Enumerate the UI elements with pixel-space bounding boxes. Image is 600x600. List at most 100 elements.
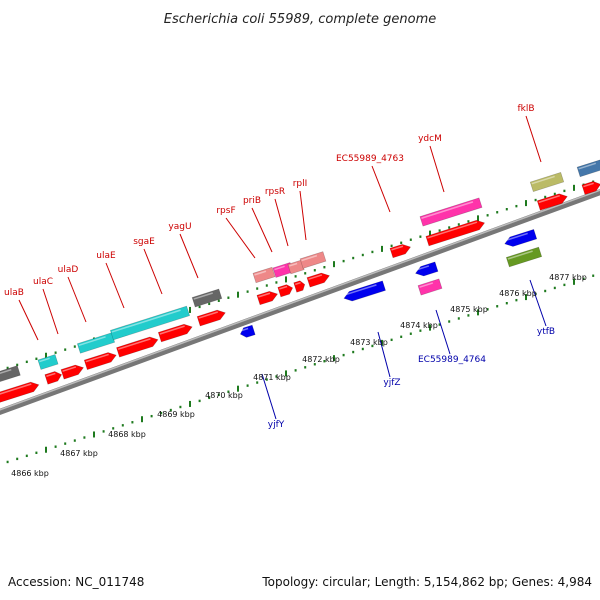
leader-line: [377, 331, 391, 378]
gene-shape: [536, 193, 568, 211]
gene-label-priB: priB: [243, 196, 273, 253]
gene-red-13: [425, 219, 486, 247]
gene-shine: [531, 175, 555, 185]
gene-shape: [109, 305, 191, 341]
leader-line: [105, 262, 125, 309]
leader-line: [179, 233, 199, 279]
leader-line: [261, 373, 277, 420]
gene-red-11: [306, 272, 330, 288]
gene-shape: [157, 323, 193, 343]
leader-line: [371, 165, 391, 213]
scale-ticks: [6, 180, 595, 464]
gene-yjfZ-blue: [343, 280, 386, 302]
gene-shape: [505, 246, 543, 268]
kbp-labels: 4866 kbp 4867 kbp 4868 kbp 4869 kbp 4870 kbp…: [11, 273, 587, 478]
gene-label-ulaB: ulaB: [4, 288, 39, 341]
genome-backbone: [0, 188, 600, 416]
gene-label-yjfY: yjfY: [261, 373, 285, 430]
gene-label-yjfZ: yjfZ: [377, 331, 401, 388]
gene-shape: [44, 371, 63, 385]
leader-line: [67, 276, 87, 323]
kbp-label: 4869 kbp: [157, 410, 195, 419]
gene-label-text: yjfY: [268, 420, 285, 430]
gene-label-text: ytfB: [537, 327, 555, 337]
gene-shine: [0, 368, 12, 384]
gene-label-rpsF: rpsF: [216, 206, 256, 259]
gene-label-text: priB: [243, 196, 261, 206]
gene-label-text: ulaB: [4, 288, 24, 298]
leader-line: [18, 299, 39, 341]
leader-line: [274, 198, 289, 247]
gene-features: [0, 158, 600, 405]
leader-line: [435, 309, 451, 355]
gene-label-ytfB: ytfB: [529, 279, 555, 337]
kbp-label: 4871 kbp: [253, 373, 291, 382]
gene-shape: [299, 251, 327, 269]
gene-red-6: [157, 323, 193, 343]
gene-label-text: ydcM: [418, 134, 442, 144]
gene-red-2: [44, 371, 63, 385]
gene-shape: [425, 219, 486, 247]
gene-shape: [252, 266, 276, 284]
gene-shape: [0, 381, 40, 405]
gene-shape: [415, 261, 439, 277]
leader-line: [143, 248, 163, 295]
gene-label-text: ulaD: [58, 265, 79, 275]
kbp-label: 4866 kbp: [11, 469, 49, 478]
gene-shine: [193, 292, 213, 300]
gene-red-10: [293, 280, 306, 293]
gene-shape: [576, 158, 600, 178]
gene-shine: [421, 201, 474, 219]
leader-line: [251, 207, 273, 253]
gene-shape: [83, 352, 117, 370]
lower-tick-track: [6, 274, 595, 464]
leader-line: [529, 279, 547, 327]
gene-shine: [39, 357, 50, 363]
gene-shine: [46, 372, 56, 377]
gene-shape: [419, 197, 483, 227]
gene-label-sgaE: sgaE: [133, 237, 163, 295]
gene-shine: [78, 336, 106, 347]
kbp-label: 4867 kbp: [60, 449, 98, 458]
gene-shape: [191, 288, 223, 308]
gene-red-7: [196, 309, 226, 327]
gene-shine: [415, 265, 430, 271]
gene-shine: [391, 245, 404, 251]
gene-shine: [279, 285, 288, 290]
kbp-label: 4870 kbp: [205, 391, 243, 400]
gene-shine: [583, 182, 594, 188]
gene-shine: [111, 309, 181, 333]
gene-shine: [419, 282, 434, 288]
leader-line: [429, 145, 445, 193]
gene-ulaE-cyan: [109, 305, 191, 341]
gene-label-EC55989_4764: EC55989_4764: [418, 309, 486, 365]
gene-shine: [85, 353, 109, 363]
gene-shape: [256, 291, 279, 306]
gene-shine: [62, 366, 77, 372]
gene-red-3: [60, 364, 84, 380]
gene-label-ulaC: ulaC: [33, 277, 59, 335]
topology-text: Topology: circular; Length: 5,154,862 bp…: [261, 575, 592, 589]
kbp-label: 4874 kbp: [400, 321, 438, 330]
gene-ytfB-blue: [504, 229, 538, 247]
gene-red-12: [389, 244, 412, 259]
gene-label-text: rplI: [293, 179, 308, 189]
leader-line: [525, 115, 542, 163]
accession-text: Accession: NC_011748: [8, 575, 144, 589]
gene-shine: [254, 270, 267, 276]
gene-red-4: [83, 352, 117, 370]
gene-EC55989_4764-pink: [417, 278, 443, 296]
gene-shine: [343, 284, 377, 296]
gene-red-5: [116, 336, 159, 358]
kbp-label: 4875 kbp: [450, 305, 488, 314]
gene-shape: [0, 365, 21, 391]
gene-label-EC55989_4763: EC55989_4763: [336, 154, 404, 213]
leader-line: [299, 190, 307, 241]
gene-label-ydcM: ydcM: [418, 134, 445, 193]
gene-label-text: yagU: [168, 222, 191, 232]
gene-shape: [293, 280, 306, 293]
gene-shape: [343, 280, 386, 302]
gene-label-yagU: yagU: [168, 222, 199, 279]
